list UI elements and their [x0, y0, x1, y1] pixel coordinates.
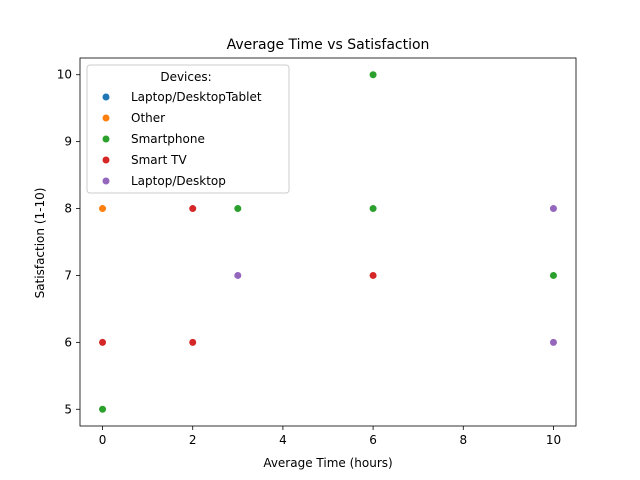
data-point [189, 205, 197, 213]
data-point [189, 338, 197, 346]
data-point [549, 271, 557, 279]
plot-area: 0 2 4 6 8 10 5 6 7 8 9 10 [57, 57, 577, 447]
legend-label: Smart TV [131, 153, 187, 167]
legend-marker [102, 156, 110, 164]
y-tick-label: 5 [64, 402, 72, 416]
chart-title: Average Time vs Satisfaction [227, 37, 430, 53]
y-tick-label: 6 [64, 335, 72, 349]
x-tick-label: 6 [369, 433, 377, 447]
legend-marker [102, 135, 110, 143]
data-point [369, 271, 377, 279]
x-tick-label: 4 [279, 433, 287, 447]
axes-frame [79, 57, 577, 427]
legend-frame [86, 64, 290, 194]
legend-marker [102, 177, 110, 185]
x-tick-label: 8 [459, 433, 467, 447]
legend: Devices: Laptop/DesktopTablet Other Smartp… [86, 64, 290, 194]
legend-label: Laptop/DesktopTablet [131, 90, 262, 104]
data-point [549, 205, 557, 213]
y-tick-label: 10 [57, 68, 72, 82]
legend-label: Smartphone [131, 132, 205, 146]
legend-marker [102, 114, 110, 122]
x-axis-label: Average Time (hours) [263, 456, 392, 470]
data-point [549, 338, 557, 346]
legend-items: Laptop/DesktopTablet Other Smartphone Smart… [102, 90, 262, 188]
x-tick-label: 2 [189, 433, 197, 447]
data-point [99, 405, 107, 413]
y-tick-label: 8 [64, 202, 72, 216]
data-point [99, 338, 107, 346]
legend-label: Laptop/Desktop [131, 174, 226, 188]
data-point [99, 205, 107, 213]
y-axis-label: Satisfaction (1-10) [33, 188, 47, 299]
data-point [369, 71, 377, 79]
x-tick-label: 10 [546, 433, 561, 447]
data-point [234, 271, 242, 279]
x-tick-label: 0 [99, 433, 107, 447]
y-tick-label: 7 [64, 268, 72, 282]
legend-title: Devices: [160, 70, 211, 84]
data-point [369, 205, 377, 213]
legend-marker [102, 93, 110, 101]
y-tick-label: 9 [64, 135, 72, 149]
data-point [234, 205, 242, 213]
legend-label: Other [131, 111, 165, 125]
